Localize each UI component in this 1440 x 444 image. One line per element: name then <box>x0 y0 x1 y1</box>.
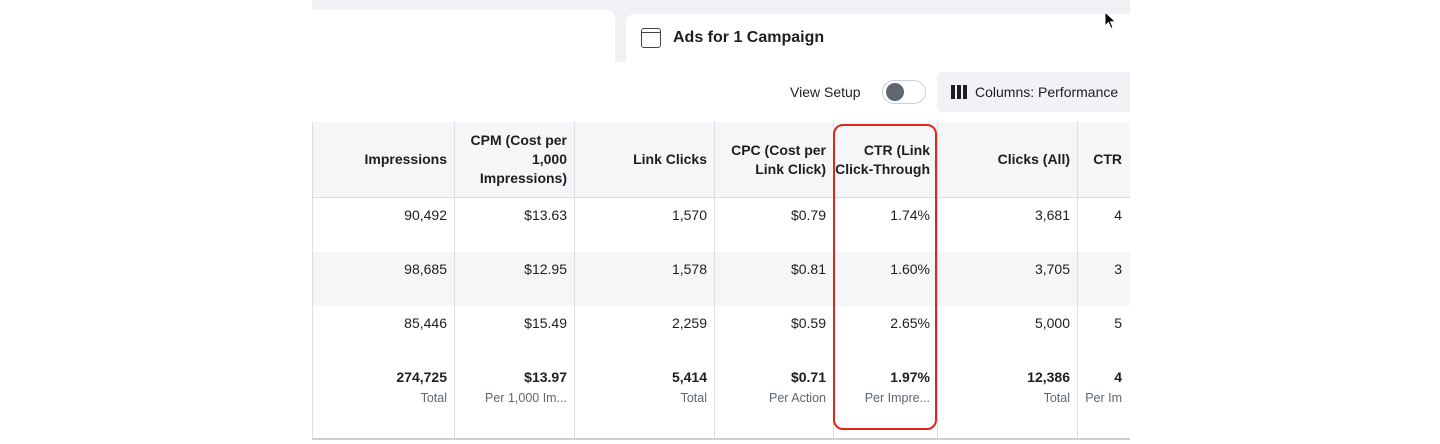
column-header-label: CTR <box>1093 151 1122 167</box>
column-divider <box>574 122 575 440</box>
table-cell-link-clicks: 1,578 <box>671 261 707 277</box>
column-divider <box>312 122 313 440</box>
total-value: $0.71 <box>790 369 826 385</box>
table-row-background <box>312 252 1130 306</box>
table-cell-cpc: $0.81 <box>790 261 826 277</box>
tab-title: Ads for 1 Campaign <box>673 29 825 46</box>
cursor-icon <box>1104 11 1117 30</box>
total-label: Per Impre... <box>864 391 930 405</box>
total-cell-link-clicks: 5,414 Total <box>575 360 715 440</box>
table-cell-clicks-all: 3,681 <box>1034 207 1070 223</box>
total-label: Total <box>680 391 707 405</box>
table-cell-impressions: 85,446 <box>404 315 447 331</box>
total-cell-ctr-link: 1.97% Per Impre... <box>834 360 938 440</box>
total-cell-impressions: 274,725 Total <box>312 360 455 440</box>
column-header-impressions[interactable]: Impressions <box>312 122 455 198</box>
table-cell-ctr: 3 <box>1114 261 1122 277</box>
table-cell-link-clicks: 2,259 <box>671 315 707 331</box>
column-header-label: Link Clicks <box>633 151 707 167</box>
total-cell-cpm: $13.97 Per 1,000 Im... <box>455 360 575 440</box>
window-icon <box>641 28 661 48</box>
table-cell-ctr-link: 2.65% <box>890 315 930 331</box>
total-cell-clicks-all: 12,386 Total <box>938 360 1078 440</box>
table-cell-clicks-all: 5,000 <box>1034 315 1070 331</box>
column-divider <box>714 122 715 440</box>
table-cell-ctr-link: 1.74% <box>890 207 930 223</box>
column-divider <box>1077 122 1078 440</box>
column-header-label: CPC (Cost per Link Click) <box>731 141 826 177</box>
column-header-label: Clicks (All) <box>997 151 1070 167</box>
columns-button[interactable]: Columns: Performance <box>937 72 1130 112</box>
columns-label: Columns: Performance <box>975 84 1119 100</box>
columns-icon <box>951 85 967 99</box>
total-value: 1.97% <box>890 369 930 385</box>
table-cell-ctr: 4 <box>1114 207 1122 223</box>
table-cell-impressions: 98,685 <box>404 261 447 277</box>
table-bottom-border <box>312 438 1130 440</box>
table-cell-ctr-link: 1.60% <box>890 261 930 277</box>
total-value: 4 <box>1114 369 1122 385</box>
view-setup-toggle[interactable] <box>882 80 926 104</box>
toggle-knob <box>886 83 904 101</box>
table-cell-cpc: $0.79 <box>790 207 826 223</box>
total-value: 274,725 <box>396 369 447 385</box>
column-header-cpm[interactable]: CPM (Cost per 1,000 Impressions) <box>455 122 575 198</box>
column-header-label: CPM (Cost per 1,000 Impressions) <box>470 132 567 186</box>
column-header-link-clicks[interactable]: Link Clicks <box>575 122 715 198</box>
column-header-label: Impressions <box>364 151 447 167</box>
tab-blank[interactable] <box>312 10 615 62</box>
total-label: Per Action <box>769 391 826 405</box>
table-cell-clicks-all: 3,705 <box>1034 261 1070 277</box>
total-value: 5,414 <box>671 369 707 385</box>
table-cell-link-clicks: 1,570 <box>671 207 707 223</box>
table-cell-cpc: $0.59 <box>790 315 826 331</box>
total-label: Per 1,000 Im... <box>485 391 567 405</box>
table-cell-impressions: 90,492 <box>404 207 447 223</box>
table-cell-cpm: $15.49 <box>524 315 567 331</box>
total-value: 12,386 <box>1027 369 1070 385</box>
column-header-ctr[interactable]: CTR <box>1078 122 1130 198</box>
column-header-label: CTR (Link Click-Through <box>835 141 930 177</box>
table-cell-ctr: 5 <box>1114 315 1122 331</box>
total-label: Total <box>1043 391 1070 405</box>
tab-ads[interactable]: Ads for 1 Campaign <box>626 14 1130 62</box>
ctr-highlight-box <box>833 124 937 430</box>
total-cell-ctr: 4 Per Im <box>1078 360 1130 440</box>
view-setup-label: View Setup <box>790 84 861 100</box>
total-label: Total <box>420 391 447 405</box>
total-value: $13.97 <box>524 369 567 385</box>
column-divider <box>937 122 938 440</box>
total-label: Per Im <box>1085 391 1122 405</box>
column-header-ctr-link[interactable]: CTR (Link Click-Through <box>834 122 938 198</box>
data-table: Impressions CPM (Cost per 1,000 Impressio… <box>312 122 1130 440</box>
column-header-clicks-all[interactable]: Clicks (All) <box>938 122 1078 198</box>
table-cell-cpm: $12.95 <box>524 261 567 277</box>
column-divider <box>454 122 455 440</box>
table-cell-cpm: $13.63 <box>524 207 567 223</box>
column-header-cpc[interactable]: CPC (Cost per Link Click) <box>715 122 834 198</box>
total-cell-cpc: $0.71 Per Action <box>715 360 834 440</box>
